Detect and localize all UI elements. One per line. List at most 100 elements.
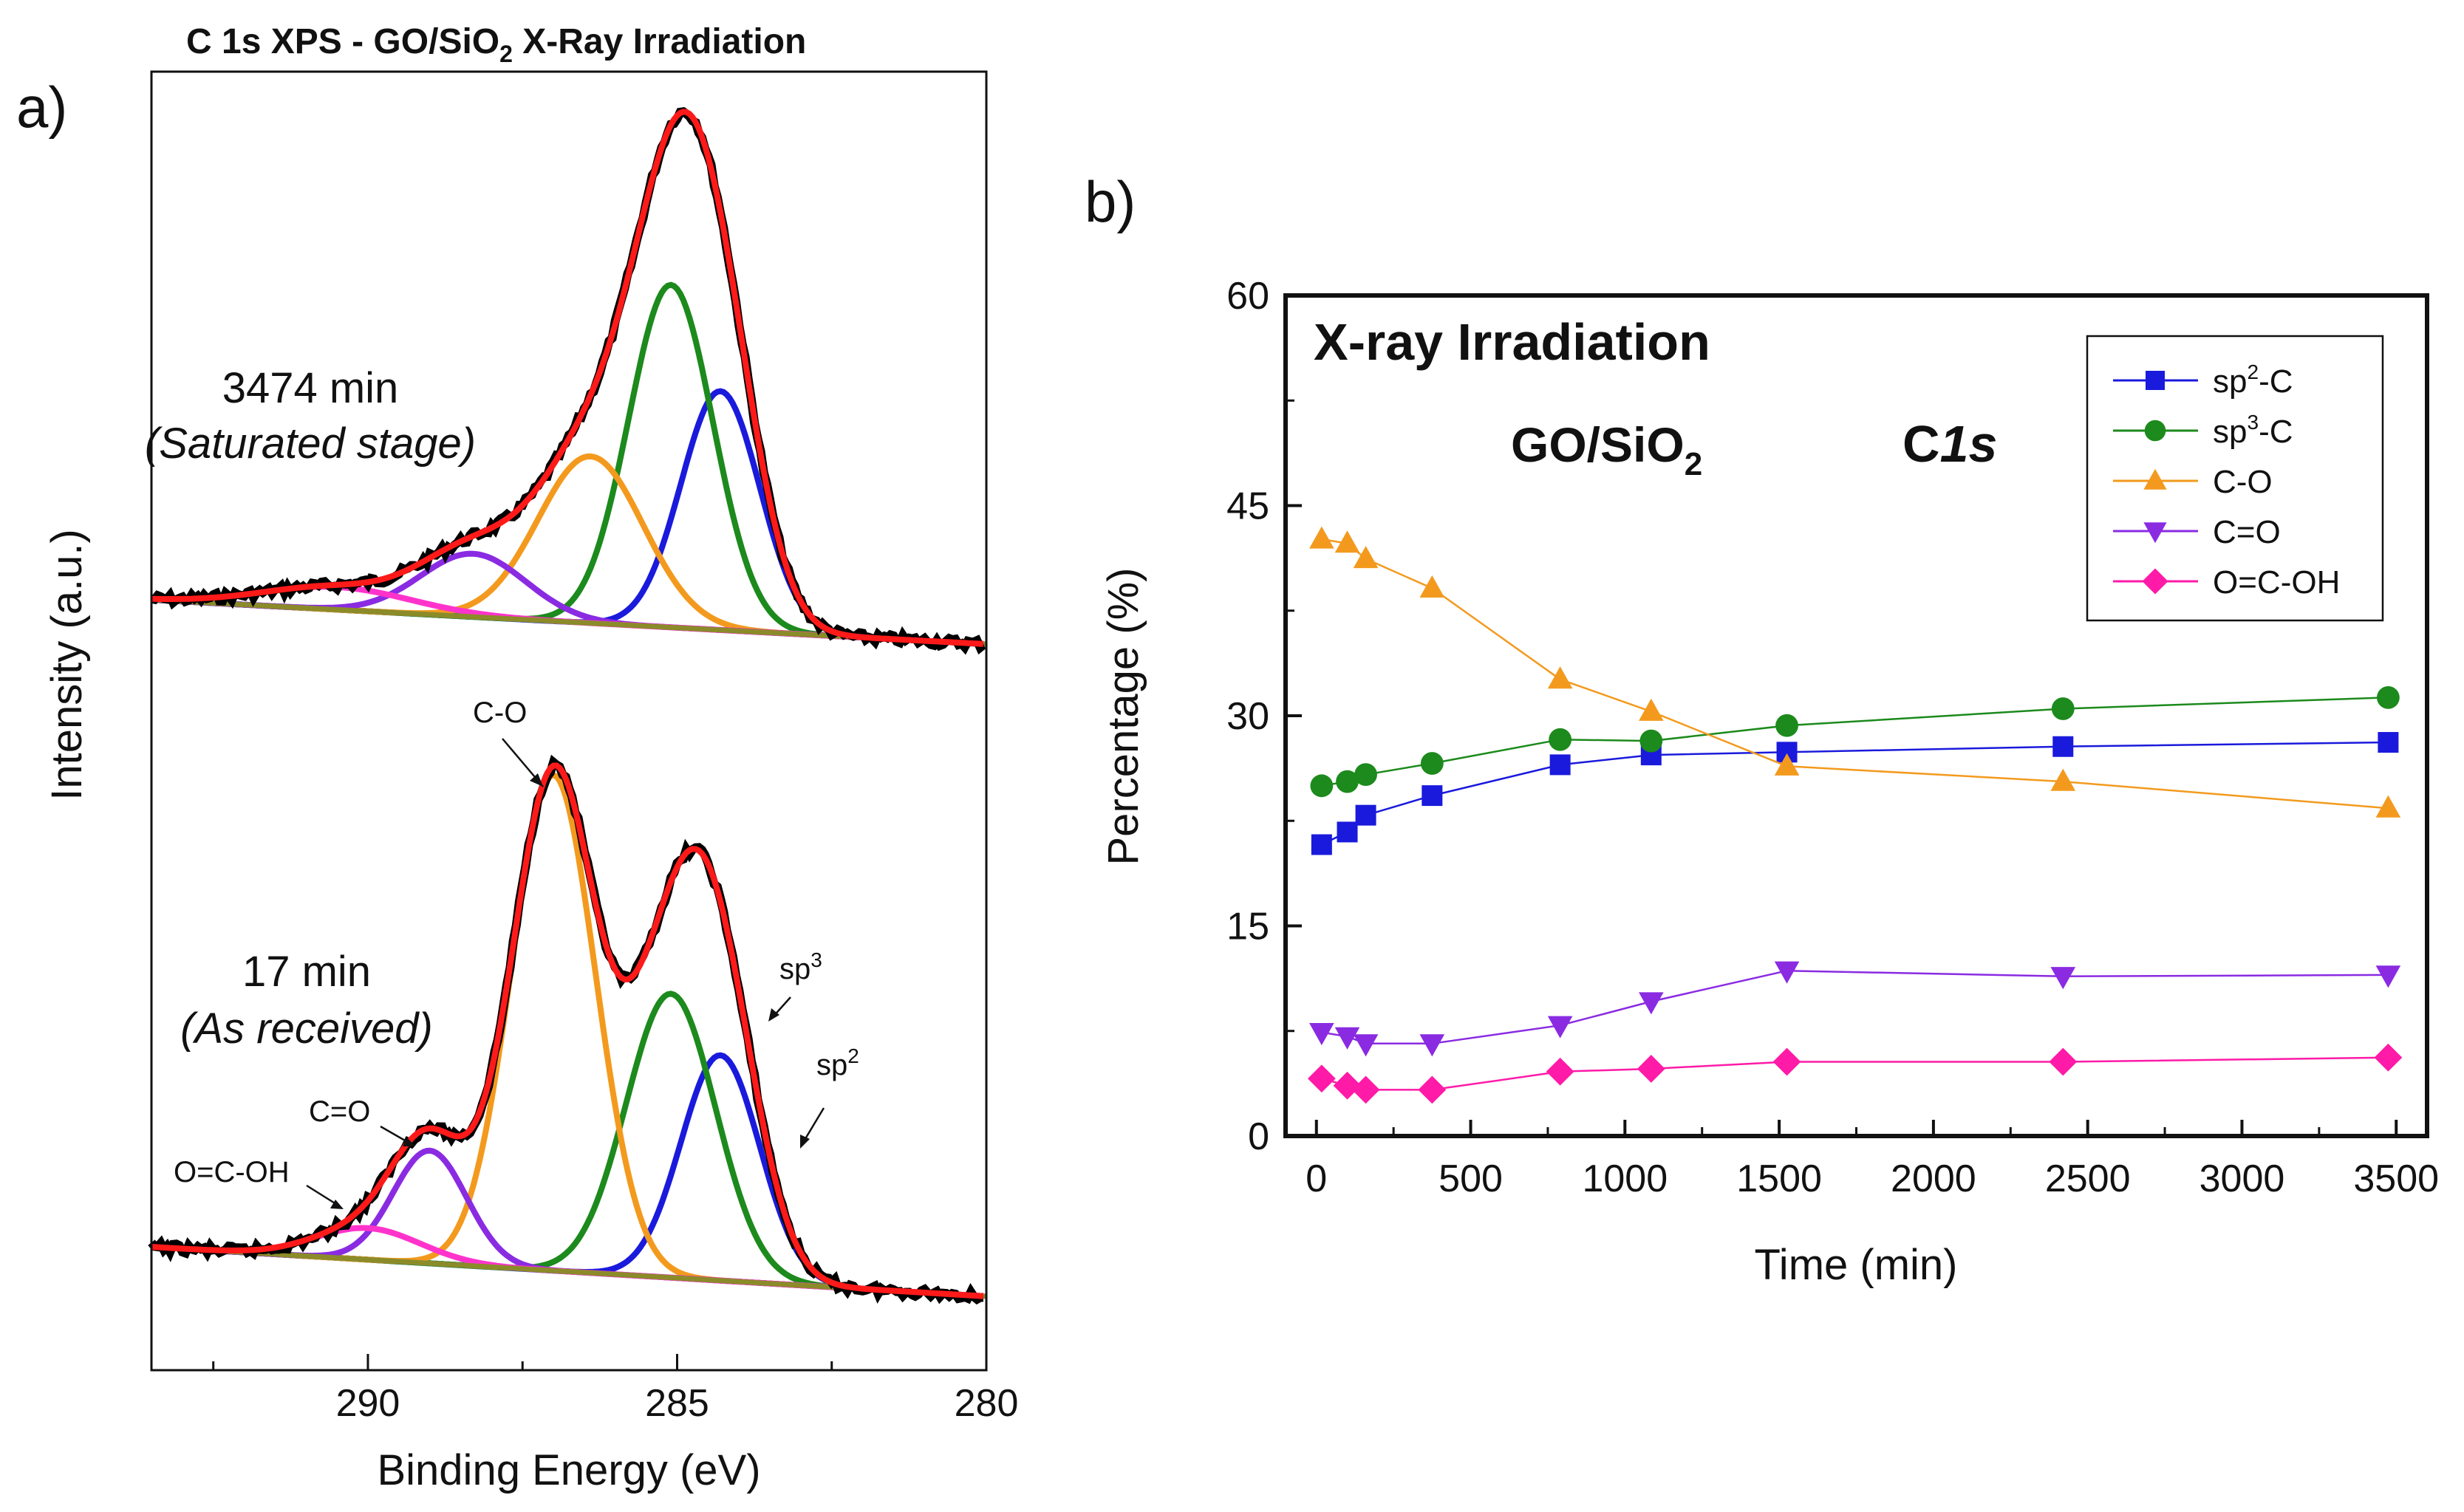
composition-y-tick-label: 15 <box>1226 906 1269 948</box>
composition-y-tick-label: 0 <box>1248 1115 1269 1158</box>
data-point <box>1351 1075 1380 1104</box>
data-point <box>2050 967 2076 990</box>
data-point <box>2376 685 2400 709</box>
data-point <box>2051 697 2075 720</box>
xps-x-tick-label: 285 <box>645 1382 709 1425</box>
data-point <box>1547 1016 1573 1039</box>
data-point <box>1549 754 1571 776</box>
data-point <box>1419 1034 1445 1057</box>
composition-x-tick-label: 3000 <box>2199 1157 2285 1200</box>
legend-label: C-O <box>2213 464 2273 500</box>
annotation-sp2: sp2 <box>800 1044 859 1149</box>
legend-label: C=O <box>2213 514 2281 550</box>
data-point <box>1311 834 1332 855</box>
xps-curves <box>148 107 987 1305</box>
xps-plot-frame <box>150 70 988 1372</box>
annotation-c-o-arrowhead <box>530 773 543 787</box>
xps-x-tick-label: 280 <box>955 1382 1019 1425</box>
series-triangle-down <box>1309 961 2401 1057</box>
data-point <box>2050 768 2076 791</box>
composition-x-tick-label: 1500 <box>1736 1157 1822 1200</box>
data-point <box>1639 992 1664 1015</box>
composition-y-tick-label: 60 <box>1226 275 1269 318</box>
data-point <box>2374 1043 2403 1072</box>
annotation-c-o-label: C-O <box>473 697 527 729</box>
xps-x-axis: 290 285 280 <box>212 1354 1019 1425</box>
composition-y-tick-label: 45 <box>1226 485 1269 528</box>
data-point <box>1334 1027 1360 1050</box>
data-point <box>1549 728 1572 751</box>
xps-fit-envelope <box>151 762 984 1299</box>
composition-x-tick-label: 2000 <box>1891 1157 1976 1200</box>
xps-fit-envelope <box>151 109 983 647</box>
data-point <box>2375 795 2401 818</box>
data-point <box>1353 546 1379 569</box>
xps-spectra-panel: C 1s XPS - GO/SiO2 X-Ray Irradiation a) … <box>16 22 1018 1494</box>
composition-y-tick-label: 30 <box>1226 695 1269 738</box>
annotation-sp2-arrow <box>802 1107 825 1142</box>
data-point <box>1353 1034 1379 1057</box>
legend-item: sp3-C <box>2113 411 2293 450</box>
legend-marker <box>2142 568 2168 595</box>
data-point <box>1307 1064 1336 1093</box>
legend-marker <box>2146 371 2165 390</box>
annotation-sp3-label: sp3 <box>779 948 822 985</box>
inner-core-label: C1s <box>1902 415 1997 473</box>
data-point <box>1354 763 1377 787</box>
panel-b-label: b) <box>1085 169 1136 234</box>
data-point <box>1420 752 1444 775</box>
legend-marker <box>2143 468 2167 490</box>
legend: sp2-C sp3-C C-O C=O O=C-OH <box>2086 335 2384 622</box>
data-point <box>2052 736 2074 757</box>
series-line <box>1321 741 2389 846</box>
data-point <box>1355 804 1376 826</box>
legend-label: sp3-C <box>2213 411 2293 450</box>
top-spectrum-sublabel: (Saturated stage) <box>145 420 476 468</box>
top-spectrum-label: 3474 min <box>222 364 399 412</box>
legend-item: C-O <box>2113 464 2273 500</box>
series-square <box>1311 732 2399 855</box>
annotation-c-eq-o-label: C=O <box>309 1095 370 1128</box>
data-point <box>1336 770 1359 793</box>
composition-plot-frame <box>1283 293 2429 1138</box>
data-point <box>1309 526 1334 549</box>
composition-x-tick-label: 1000 <box>1582 1157 1668 1200</box>
composition-x-tick-label: 0 <box>1306 1157 1327 1200</box>
annotation-sp3: sp3 <box>768 948 822 1022</box>
data-point <box>1418 1075 1447 1104</box>
composition-panel: b) 0 500 1000 1500 2000 2500 3000 3500 0 15 30 45 60… <box>1085 169 2439 1289</box>
series-circle <box>1310 685 2400 798</box>
data-point <box>1637 1055 1665 1083</box>
legend-label: sp2-C <box>2213 360 2293 400</box>
annotation-o-c-oh: O=C-OH <box>174 1156 344 1209</box>
series-line <box>1321 1056 2389 1091</box>
data-point <box>1310 774 1334 798</box>
composition-x-tick-label: 500 <box>1439 1157 1503 1200</box>
series-line <box>1321 969 2389 1045</box>
annotation-c-eq-o: C=O <box>309 1095 415 1146</box>
legend-item: C=O <box>2113 514 2281 550</box>
legend-box <box>2086 335 2384 622</box>
data-point <box>1639 698 1664 721</box>
series-diamond <box>1307 1043 2403 1104</box>
annotation-o-c-oh-arrow <box>306 1184 339 1207</box>
inner-title: X-ray Irradiation <box>1314 313 1710 371</box>
legend-item: O=C-OH <box>2113 564 2340 601</box>
data-point <box>1422 785 1443 807</box>
panel-a-label: a) <box>16 75 67 140</box>
annotation-c-eq-o-arrow <box>380 1125 411 1145</box>
data-point <box>1774 961 1800 984</box>
data-point <box>2375 965 2401 988</box>
xps-x-tick-label: 290 <box>336 1382 400 1425</box>
data-point <box>1419 575 1445 598</box>
data-point <box>1333 1071 1362 1100</box>
data-point <box>1334 530 1360 553</box>
bottom-spectrum-sublabel: (As received) <box>180 1005 433 1053</box>
data-point <box>1774 753 1800 776</box>
composition-axes: 0 500 1000 1500 2000 2500 3000 3500 0 15 30 45 60 <box>1226 275 2439 1200</box>
legend-label: O=C-OH <box>2213 564 2340 601</box>
data-point <box>1547 666 1573 689</box>
annotation-sp2-arrowhead <box>800 1135 810 1149</box>
bottom-spectrum-label: 17 min <box>242 948 371 996</box>
xps-component-peak <box>151 453 983 647</box>
